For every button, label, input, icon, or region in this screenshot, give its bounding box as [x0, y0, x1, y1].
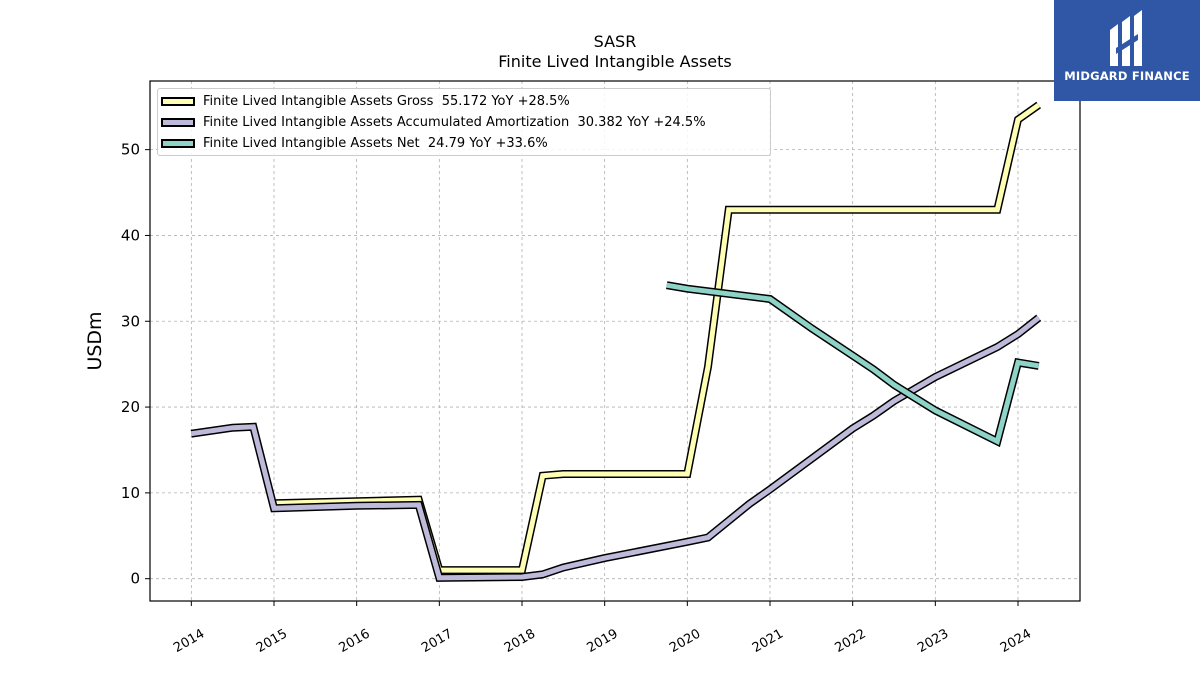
y-tick-label: 20: [121, 398, 140, 416]
y-tick-label: 30: [121, 312, 140, 330]
grid-lines: [150, 81, 1080, 601]
y-tick-label: 40: [121, 226, 140, 244]
series-lines: [190, 101, 1042, 582]
y-tick-label: 0: [130, 570, 140, 588]
legend-label-amortization: Finite Lived Intangible Assets Accumulat…: [203, 114, 706, 130]
x-tick-label: 2017: [419, 626, 455, 656]
x-tick-label: 2021: [750, 626, 786, 656]
logo-mark-icon: [1110, 10, 1142, 66]
chart-title: SASR: [593, 32, 637, 51]
legend-swatch-gross: [161, 96, 195, 106]
x-tick-label: 2023: [915, 626, 951, 656]
x-tick-label: 2019: [585, 626, 621, 656]
x-tick-label: 2024: [998, 626, 1034, 656]
plot-frame: [149, 80, 1081, 602]
legend-swatch-net: [161, 138, 195, 148]
brand-logo: MIDGARD FINANCE: [1054, 0, 1200, 101]
legend-label-net: Finite Lived Intangible Assets Net 24.79…: [203, 135, 548, 151]
x-tick-label: 2022: [833, 626, 869, 656]
series-line-0: [273, 102, 1041, 573]
chart-subtitle: Finite Lived Intangible Assets: [498, 52, 732, 71]
x-tick-label: 2018: [502, 626, 538, 656]
x-tick-label: 2014: [171, 626, 207, 656]
y-tick-label: 50: [121, 141, 140, 159]
legend-swatch-amortization: [161, 117, 195, 127]
x-tick-label: 2016: [337, 626, 373, 656]
legend-label-gross: Finite Lived Intangible Assets Gross 55.…: [203, 93, 570, 109]
y-axis-label: USDm: [84, 311, 106, 370]
legend-item-amortization: Finite Lived Intangible Assets Accumulat…: [161, 113, 706, 131]
logo-text: MIDGARD FINANCE: [1064, 69, 1190, 83]
series-line-2: [666, 282, 1040, 446]
series-line-outline-1: [190, 314, 1042, 582]
legend-item-gross: Finite Lived Intangible Assets Gross 55.…: [161, 92, 570, 110]
series-line-1: [190, 315, 1041, 581]
y-tick-label: 10: [121, 484, 140, 502]
chart-legend: Finite Lived Intangible Assets Gross 55.…: [157, 88, 771, 156]
legend-item-net: Finite Lived Intangible Assets Net 24.79…: [161, 134, 548, 152]
x-tick-label: 2015: [254, 626, 290, 656]
x-tick-label: 2020: [667, 626, 703, 656]
